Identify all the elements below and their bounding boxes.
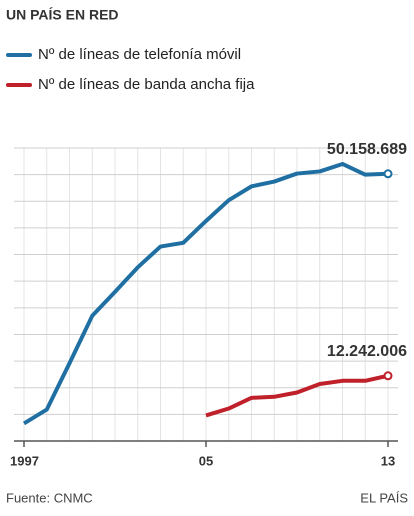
legend-label: Nº de líneas de telefonía móvil bbox=[38, 46, 241, 63]
legend-label: Nº de líneas de banda ancha fija bbox=[38, 76, 255, 93]
credit: EL PAÍS bbox=[360, 490, 408, 505]
end-marker bbox=[383, 169, 393, 179]
source: Fuente: CNMC bbox=[6, 490, 93, 505]
x-tick-label: 1997 bbox=[10, 453, 39, 468]
chart-title: UN PAÍS EN RED bbox=[6, 7, 119, 23]
end-marker bbox=[383, 371, 393, 381]
series-line bbox=[205, 373, 389, 418]
x-tick-label: 05 bbox=[199, 453, 213, 468]
x-tick-label: 13 bbox=[381, 453, 395, 468]
value-label: 12.242.006 bbox=[327, 343, 407, 360]
series-line bbox=[22, 161, 389, 426]
value-label: 50.158.689 bbox=[327, 141, 407, 158]
